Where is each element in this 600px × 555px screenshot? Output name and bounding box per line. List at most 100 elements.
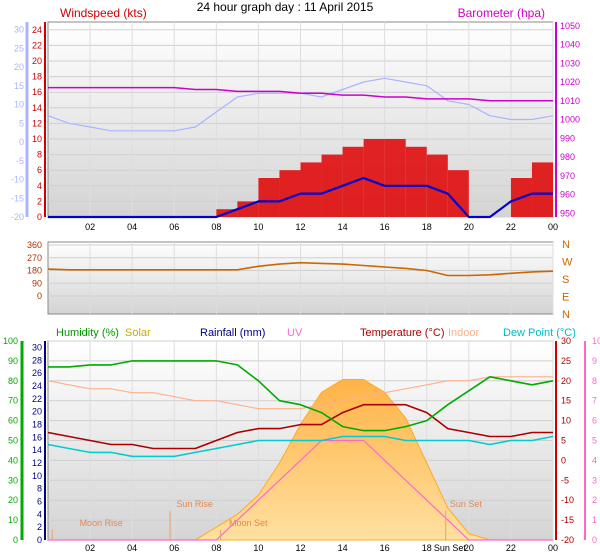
rain-tick-label: 26 (32, 368, 42, 378)
x-tick-label: 08 (211, 222, 221, 232)
x-tick-label: 06 (169, 543, 179, 553)
direction-tick-label: 90 (32, 278, 42, 288)
wind-axis-tick-label: 22 (32, 40, 42, 50)
wind-axis-tick-label: 20 (32, 56, 42, 66)
temperature-axis-left: -20 -15 -10 -5 0 5 10 15 20 25 30 (11, 22, 29, 222)
uv-legend-label: UV (287, 327, 303, 339)
rain-tick-label: 6 (37, 496, 42, 506)
humidity-legend-label: Humidity (%) (56, 327, 119, 339)
temp-x-axis: 02 04 06 08 10 12 14 16 18 20 22 00 (85, 543, 558, 553)
x-tick-label: 06 (169, 222, 179, 232)
baro-axis-tick-label: 1000 (560, 115, 580, 125)
humidity-axis: 0 10 20 30 40 50 60 70 80 90 100 (3, 336, 24, 545)
left-axis-tick-label: 15 (14, 81, 24, 91)
temp-tick-label: 5 (561, 436, 566, 446)
x-tick-label: 16 (380, 543, 390, 553)
uv-tick-label: 0 (592, 535, 597, 545)
left-axis-tick-label: 20 (14, 62, 24, 72)
rain-tick-label: 14 (32, 445, 42, 455)
uv-axis: 0 1 2 3 4 5 6 7 8 9 10 (584, 336, 600, 545)
temperature-axis-right: -20 -15 -10 -5 0 5 10 15 20 25 30 (555, 336, 574, 545)
wind-axis-tick-label: 14 (32, 103, 42, 113)
windspeed-bar (237, 201, 259, 217)
rain-tick-label: 8 (37, 484, 42, 494)
x-tick-label: 12 (295, 222, 305, 232)
direction-tick-label: 0 (37, 291, 42, 301)
sun-moon-label: Sun Set (434, 543, 467, 553)
temp-tick-label: -20 (561, 535, 574, 545)
windspeed-bar (321, 154, 343, 217)
direction-tick-label: 270 (27, 253, 42, 263)
humidity-tick-label: 60 (8, 416, 18, 426)
humidity-tick-label: 0 (13, 535, 18, 545)
rain-legend-label: Rainfall (mm) (200, 327, 265, 339)
wind-blue-series-line (48, 176, 553, 219)
baro-axis-tick-label: 1010 (560, 96, 580, 106)
barometer-axis: 950 960 970 980 990 1000 1010 1020 1030 1040 1050 (555, 21, 580, 218)
uv-tick-label: 6 (592, 416, 597, 426)
left-axis-tick-label: -10 (11, 175, 24, 185)
wind-axis-tick-label: 18 (32, 72, 42, 82)
rain-tick-label: 18 (32, 419, 42, 429)
x-tick-label: 18 (422, 222, 432, 232)
x-tick-label: 22 (506, 543, 516, 553)
temp-tick-label: 15 (561, 396, 571, 406)
windspeed-bar (363, 139, 385, 217)
x-tick-label: 04 (127, 222, 137, 232)
rain-tick-label: 28 (32, 355, 42, 365)
temp-tick-label: 0 (561, 455, 566, 465)
x-tick-label: 20 (464, 543, 474, 553)
x-tick-label: 16 (380, 222, 390, 232)
temp-tick-label: -15 (561, 515, 574, 525)
temp-tick-label: 20 (561, 376, 571, 386)
uv-tick-label: 10 (592, 336, 600, 346)
wind-legend-label: Windspeed (kts) (60, 6, 147, 20)
wind-axis-tick-label: 10 (32, 134, 42, 144)
rain-tick-label: 24 (32, 381, 42, 391)
humidity-tick-label: 20 (8, 495, 18, 505)
windspeed-bar (447, 170, 469, 217)
uv-tick-label: 3 (592, 475, 597, 485)
uv-tick-label: 9 (592, 356, 597, 366)
x-tick-label: 08 (211, 543, 221, 553)
windspeed-bar (405, 146, 427, 217)
x-tick-label: 10 (253, 543, 263, 553)
wind-direction-line (47, 261, 554, 277)
solar-legend-label: Solar (125, 327, 151, 339)
humidity-tick-label: 10 (8, 515, 18, 525)
baro-axis-tick-label: 1050 (560, 21, 580, 31)
wind-axis-tick-label: 12 (32, 118, 42, 128)
barometer-series-line (48, 86, 553, 102)
rain-tick-label: 10 (32, 471, 42, 481)
compass-letter: S (562, 274, 569, 286)
baro-axis-tick-label: 1040 (560, 40, 580, 50)
rain-tick-label: 12 (32, 458, 42, 468)
left-axis-tick-label: -5 (16, 156, 24, 166)
rain-tick-label: 2 (37, 522, 42, 532)
x-tick-label: 00 (548, 222, 558, 232)
rain-tick-label: 22 (32, 394, 42, 404)
dewpoint-line (47, 435, 554, 458)
humidity-tick-label: 90 (8, 356, 18, 366)
wind-x-axis: 02 04 06 08 10 12 14 16 18 20 22 00 (85, 222, 558, 232)
uv-line (48, 439, 553, 541)
direction-tick-label: 180 (27, 266, 42, 276)
x-tick-label: 12 (295, 543, 305, 553)
baro-axis-tick-label: 990 (560, 133, 575, 143)
wind-axis-tick-label: 2 (37, 196, 42, 206)
windspeed-bar (531, 162, 553, 217)
uv-tick-label: 4 (592, 455, 597, 465)
humidity-tick-label: 80 (8, 376, 18, 386)
humidity-tick-label: 40 (8, 455, 18, 465)
x-tick-label: 14 (338, 543, 348, 553)
uv-tick-label: 1 (592, 515, 597, 525)
baro-axis-tick-label: 980 (560, 152, 575, 162)
baro-axis-tick-label: 1020 (560, 77, 580, 87)
sun-moon-annotations: Moon Rise Sun Rise Moon Set Sun Set Sun Set (51, 499, 482, 553)
compass-letter: N (562, 239, 570, 251)
compass-letter: N (562, 309, 570, 321)
